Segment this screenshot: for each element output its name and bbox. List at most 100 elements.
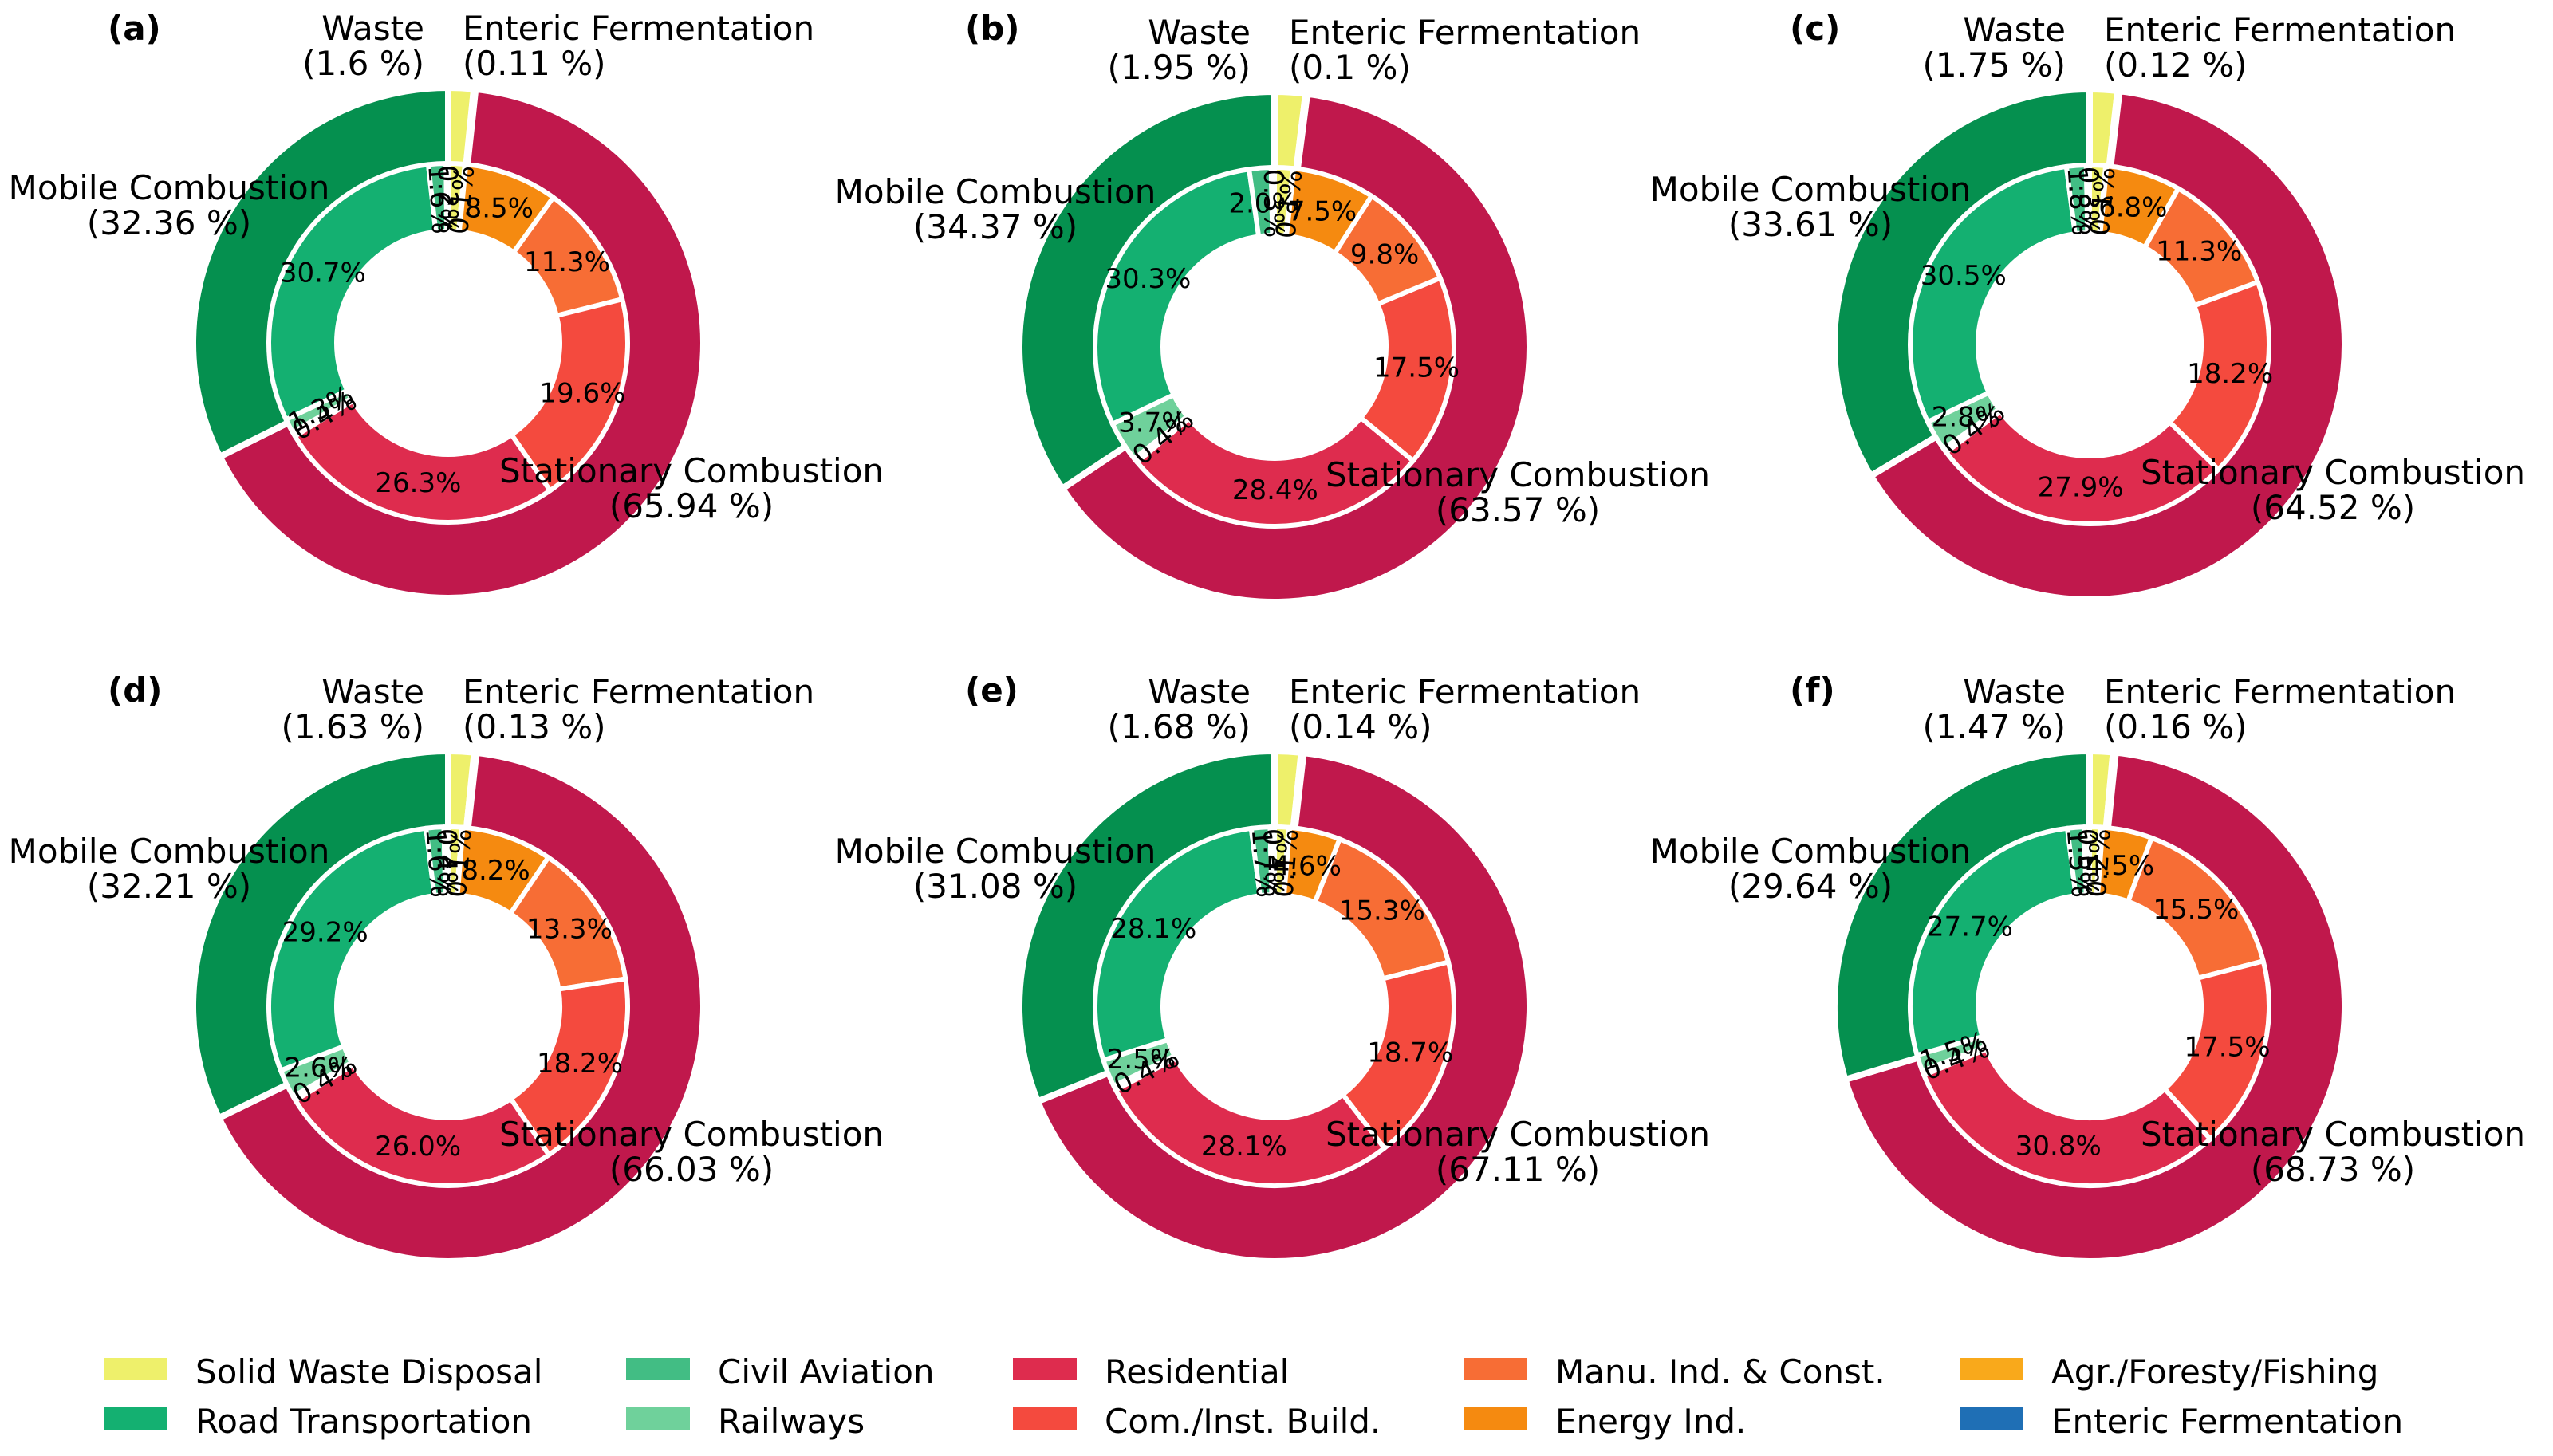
outer-label-name: Stationary Combustion <box>2141 453 2525 492</box>
outer-label-stationary: Stationary Combustion (67.11 %) <box>1326 1115 1710 1189</box>
inner-pct-label: 27.7% <box>1927 911 2013 943</box>
inner-pct-label: 29.2% <box>282 916 368 948</box>
outer-label-value: (0.16 %) <box>2104 707 2248 746</box>
inner-pct-label: 0.1% <box>443 164 481 236</box>
legend-item-agr-foresty-fishing: Agr./Foresty/Fishing <box>1960 1352 2378 1391</box>
inner-wedge-road-transportation <box>1907 163 2078 425</box>
legend-label: Energy Ind. <box>1555 1402 1746 1441</box>
legend-swatch <box>1464 1407 1527 1430</box>
outer-label-value: (1.75 %) <box>1922 45 2066 85</box>
inner-pct-label: 0.4% <box>1256 828 1289 898</box>
outer-label-stationary: Stationary Combustion (63.57 %) <box>1326 455 1710 529</box>
legend-label: Civil Aviation <box>718 1352 935 1391</box>
outer-label-name: Waste <box>321 672 424 711</box>
inner-wedge-road-transportation <box>266 162 439 423</box>
outer-label-mobile: Mobile Combustion (34.37 %) <box>835 172 1156 246</box>
legend-swatch <box>626 1407 690 1430</box>
inner-wedge-misc <box>443 160 451 234</box>
inner-wedge-misc <box>1267 824 1277 898</box>
legend-label: Agr./Foresty/Fishing <box>2051 1352 2378 1391</box>
inner-pct-label: 17.5% <box>1373 352 1460 384</box>
inner-pct-label: 7.5% <box>1288 195 1357 227</box>
inner-pct-label: 0.2% <box>431 165 464 234</box>
inner-pct-label: 28.1% <box>1201 1131 1287 1163</box>
outer-label-stationary: Stationary Combustion (68.73 %) <box>2141 1115 2525 1189</box>
outer-label-name: Waste <box>1148 13 1251 52</box>
inner-pct-label: 8.5% <box>465 193 534 225</box>
outer-label-waste: Waste (1.6 %) <box>302 9 424 83</box>
legend-swatch <box>626 1358 690 1380</box>
inner-wedge-residential <box>1944 409 2221 526</box>
legend-swatch <box>1960 1358 2023 1380</box>
inner-pct-label: 2.0% <box>1228 188 1297 220</box>
outer-label-value: (65.94 %) <box>609 486 774 525</box>
outer-label-value: (0.1 %) <box>1289 48 1411 87</box>
outer-label-mobile: Mobile Combustion (32.21 %) <box>9 832 330 906</box>
inner-pct-label: 0.1% <box>1267 828 1305 899</box>
outer-label-name: Stationary Combustion <box>2141 1115 2525 1154</box>
legend-swatch <box>104 1358 167 1380</box>
inner-pct-label: 18.7% <box>1367 1037 1453 1069</box>
outer-label-waste: Waste (1.63 %) <box>281 672 424 746</box>
outer-label-waste: Waste (1.68 %) <box>1107 672 1251 746</box>
inner-pct-label: 30.5% <box>1921 260 2007 292</box>
outer-label-value: (0.12 %) <box>2104 45 2248 85</box>
outer-label-enteric: Enteric Fermentation (0.12 %) <box>2104 10 2456 85</box>
legend-label: Road Transportation <box>195 1402 532 1441</box>
inner-wedge-road-transportation <box>1093 167 1262 427</box>
inner-pct-label: 4.5% <box>2086 850 2154 882</box>
legend-item-energy-ind: Energy Ind. <box>1464 1402 1746 1441</box>
outer-label-value: (66.03 %) <box>609 1150 774 1189</box>
legend-item-civil-aviation: Civil Aviation <box>626 1352 935 1391</box>
inner-pct-label: 0.3% <box>2072 167 2105 236</box>
inner-wedge-road-transportation <box>266 825 437 1073</box>
outer-label-value: (1.63 %) <box>281 707 424 746</box>
outer-label-value: (0.13 %) <box>463 707 606 746</box>
inner-pct-label: 2.8% <box>1932 401 2000 433</box>
inner-pct-label: 1.7% <box>1245 828 1282 899</box>
panel-letter: (b) <box>965 9 1019 48</box>
outer-label-value: (29.64 %) <box>1728 867 1893 906</box>
outer-label-value: (32.21 %) <box>87 867 251 906</box>
inner-wedge-com-inst-build <box>2167 279 2271 472</box>
outer-label-name: Stationary Combustion <box>499 451 884 490</box>
donut-panel: (d) 0.1%8.2% 13.3% 18.2% 26.0% 0.4% 2.6% 29.2% 1… <box>9 671 884 1265</box>
inner-pct-label: 0.3% <box>1257 169 1290 238</box>
outer-label-mobile: Mobile Combustion (31.08 %) <box>835 832 1156 906</box>
outer-label-stationary: Stationary Combustion (65.94 %) <box>499 451 884 525</box>
outer-label-value: (1.68 %) <box>1107 707 1251 746</box>
donut-panel: (e) 0.1%4.6% 15.3% 18.7% 28.1% 0.4% 2.5% 28.1% 1… <box>835 671 1710 1265</box>
legend-label: Com./Inst. Build. <box>1105 1402 1381 1441</box>
legend-item-residential: Residential <box>1013 1352 1289 1391</box>
inner-pct-label: 26.0% <box>375 1131 461 1163</box>
outer-label-value: (1.47 %) <box>1922 707 2066 746</box>
panel-letter: (f) <box>1790 671 1835 710</box>
inner-pct-label: 26.3% <box>375 467 461 499</box>
donut-panel: (a)0.1%8.5%11.3%19.6%26.3%0.4%1.3%30.7%1… <box>9 9 884 601</box>
inner-wedge-road-transportation <box>1908 825 2078 1058</box>
inner-wedge-misc <box>1268 165 1277 238</box>
legend-item-enteric-fermentation: Enteric Fermentation <box>1960 1402 2403 1441</box>
outer-label-name: Enteric Fermentation <box>2104 10 2456 49</box>
outer-label-value: (67.11 %) <box>1436 1150 1600 1189</box>
inner-pct-label: 15.3% <box>1339 895 1425 927</box>
inner-pct-label: 6.8% <box>2098 191 2167 223</box>
legend: Solid Waste Disposal Road Transportation C… <box>104 1352 2403 1441</box>
outer-label-value: (0.11 %) <box>463 44 606 83</box>
legend-item-road-transportation: Road Transportation <box>104 1402 532 1441</box>
inner-pct-label: 2.5% <box>1107 1044 1176 1076</box>
outer-label-name: Mobile Combustion <box>9 168 330 207</box>
outer-label-name: Waste <box>1963 672 2066 711</box>
outer-label-waste: Waste (1.95 %) <box>1107 13 1251 87</box>
legend-label: Residential <box>1105 1352 1289 1391</box>
inner-pct-label: 27.9% <box>2038 472 2124 504</box>
outer-label-name: Waste <box>1148 672 1251 711</box>
outer-label-name: Waste <box>1963 10 2066 49</box>
outer-label-stationary: Stationary Combustion (66.03 %) <box>499 1115 884 1189</box>
legend-item-manu-ind-const: Manu. Ind. & Const. <box>1464 1352 1885 1391</box>
inner-wedge-residential <box>1113 1056 1387 1188</box>
outer-label-value: (63.57 %) <box>1436 490 1600 529</box>
legend-swatch <box>1013 1358 1077 1380</box>
outer-label-name: Mobile Combustion <box>835 172 1156 211</box>
